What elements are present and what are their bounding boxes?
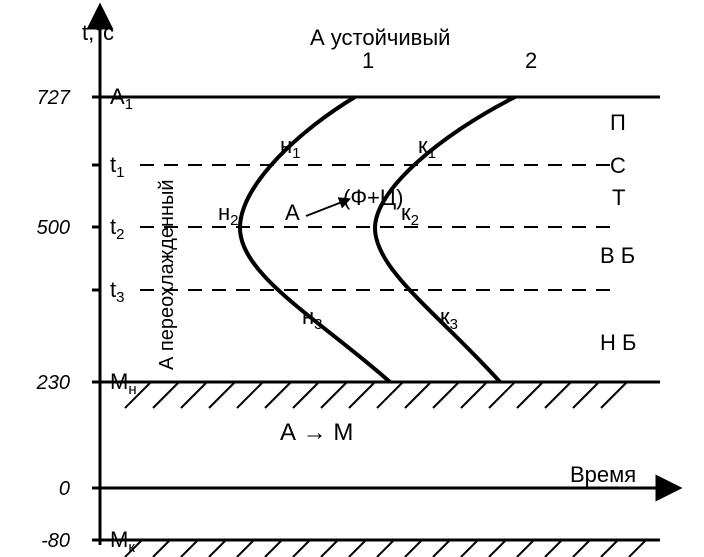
curve-1-label: 1	[362, 48, 374, 73]
region-NB: Н Б	[600, 330, 636, 355]
label-fc: (Ф+Ц)	[343, 185, 404, 210]
label-a: А	[285, 200, 300, 225]
region-P: П	[610, 110, 626, 135]
ytick-temp-zero: 0	[59, 478, 70, 500]
y-axis-label: t,°c	[82, 20, 114, 45]
label-supercooled: А переохлажденный	[156, 179, 178, 370]
region-T: Т	[612, 185, 625, 210]
ytick-temp-Mn: 230	[36, 372, 70, 394]
ytick-temp-t2: 500	[37, 217, 70, 239]
ytick-temp-Mk: -80	[41, 530, 70, 552]
region-S: С	[610, 153, 626, 178]
ytick-temp-A1: 727	[37, 87, 71, 109]
region-VB: В Б	[600, 243, 635, 268]
x-axis-label: Время	[570, 462, 636, 487]
curve-2-label: 2	[525, 48, 537, 73]
label-a-stable: А устойчивый	[310, 25, 450, 50]
label-a-to-m: А → М	[280, 419, 353, 446]
